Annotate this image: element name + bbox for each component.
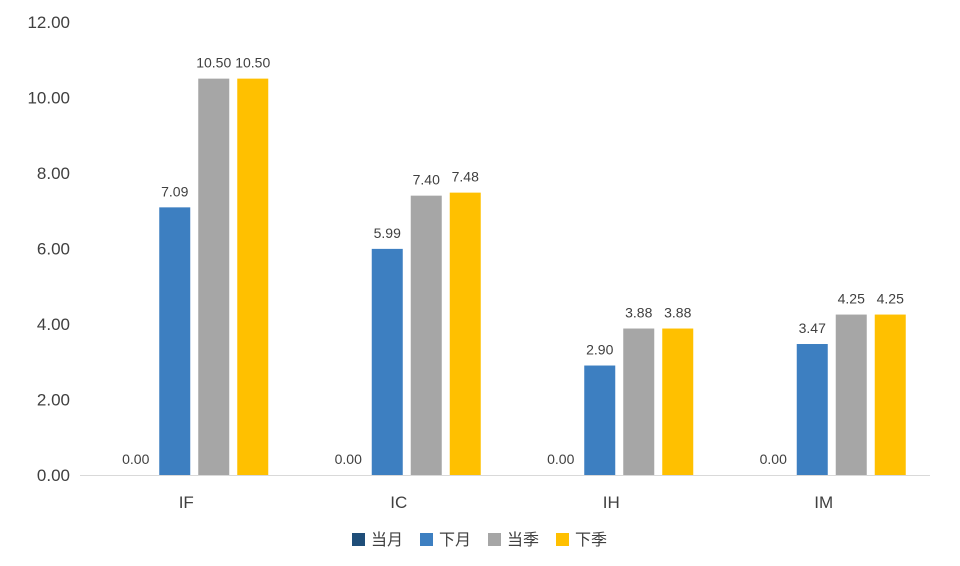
bar-if-series-2 (198, 78, 230, 475)
legend-swatch-series-1 (420, 533, 433, 546)
y-tick-label: 2.00 (37, 391, 70, 410)
bar-im-series-2 (835, 314, 867, 475)
y-tick-label: 8.00 (37, 164, 70, 183)
y-axis-ticks: 0.00 2.00 4.00 6.00 8.00 10.00 12.00 (27, 13, 70, 485)
bar-ih-series-3 (662, 328, 694, 475)
bar-ic-series-2 (410, 195, 442, 475)
data-label: 0.00 (760, 451, 787, 467)
legend-label-series-1: 下月 (439, 532, 471, 549)
legend-swatch-series-3 (556, 533, 569, 546)
data-label: 3.88 (664, 305, 691, 321)
data-label: 3.88 (625, 305, 652, 321)
legend-swatch-series-2 (488, 533, 501, 546)
bar-ih-series-1 (584, 365, 616, 475)
x-tick-label-im: IM (814, 493, 833, 512)
legend-label-series-2: 当季 (507, 531, 539, 549)
x-tick-label-ic: IC (390, 493, 407, 512)
legend-label-series-0: 当月 (371, 531, 403, 549)
data-label: 0.00 (547, 451, 574, 467)
y-tick-label: 6.00 (37, 240, 70, 259)
x-tick-label-ih: IH (603, 493, 620, 512)
legend: 当月 下月 当季 下季 (352, 531, 607, 549)
legend-label-series-3: 下季 (575, 531, 607, 549)
data-label: 4.25 (877, 291, 904, 307)
data-label: 0.00 (335, 451, 362, 467)
data-label: 0.00 (122, 451, 149, 467)
legend-swatch-series-0 (352, 533, 365, 546)
data-label: 2.90 (586, 342, 613, 358)
bar-ic-series-3 (449, 192, 481, 475)
data-label: 7.40 (413, 172, 440, 188)
data-label: 10.50 (235, 55, 270, 71)
bar-ic-series-1 (371, 248, 403, 475)
bar-im-series-3 (874, 314, 906, 475)
data-label: 4.25 (838, 291, 865, 307)
data-label: 7.09 (161, 183, 188, 199)
bar-if-series-1 (159, 207, 191, 476)
data-label: 10.50 (196, 55, 231, 71)
data-labels-group: 0.00 7.09 10.50 10.50 0.00 5.99 7.40 7.48 0.00 2.… (122, 55, 904, 467)
x-axis-category-labels: IF IC IH IM (179, 493, 834, 512)
y-tick-label: 4.00 (37, 315, 70, 334)
data-label: 7.48 (452, 169, 479, 185)
bar-im-series-1 (796, 344, 828, 475)
y-tick-label: 12.00 (27, 13, 70, 32)
bar-if-series-3 (237, 78, 269, 475)
y-tick-label: 0.00 (37, 466, 70, 485)
bar-ih-series-2 (623, 328, 655, 475)
bars-group (159, 78, 906, 476)
y-tick-label: 10.00 (27, 89, 70, 108)
data-label: 3.47 (799, 320, 826, 336)
x-tick-label-if: IF (179, 493, 194, 512)
data-label: 5.99 (374, 225, 401, 241)
